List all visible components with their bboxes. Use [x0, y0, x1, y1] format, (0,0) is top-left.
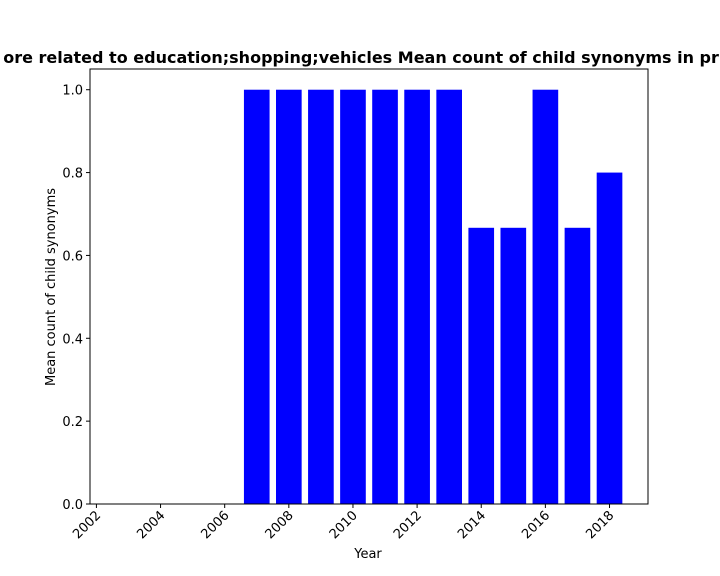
y-axis: 0.0 0.2 0.4 0.6 0.8 1.0 — [62, 84, 90, 513]
bar-2008 — [276, 89, 302, 504]
chart-title: ore related to education;shopping;vehicl… — [3, 48, 720, 67]
bars — [243, 89, 623, 505]
y-axis-label: Mean count of child synonyms — [44, 188, 59, 386]
y-tick-label: 0.0 — [62, 498, 83, 513]
bar-2007 — [243, 89, 270, 504]
bar-2016 — [532, 89, 559, 504]
bar-2010 — [340, 89, 366, 504]
y-tick-label: 0.2 — [62, 415, 83, 430]
y-tick-label: 1.0 — [62, 84, 83, 99]
bar-2017 — [564, 227, 591, 504]
bar-2015 — [500, 227, 527, 504]
y-tick-label: 0.6 — [62, 249, 83, 264]
bar-2009 — [308, 89, 334, 504]
y-tick-label: 0.4 — [62, 332, 83, 347]
bar-2014 — [468, 227, 495, 504]
x-axis-label: Year — [353, 547, 382, 562]
bar-2013 — [436, 89, 462, 504]
bar-2018 — [596, 172, 623, 505]
bar-2012 — [404, 89, 430, 504]
bar-2011 — [372, 89, 398, 504]
y-tick-label: 0.8 — [62, 167, 83, 182]
plot-frame — [89, 68, 649, 505]
